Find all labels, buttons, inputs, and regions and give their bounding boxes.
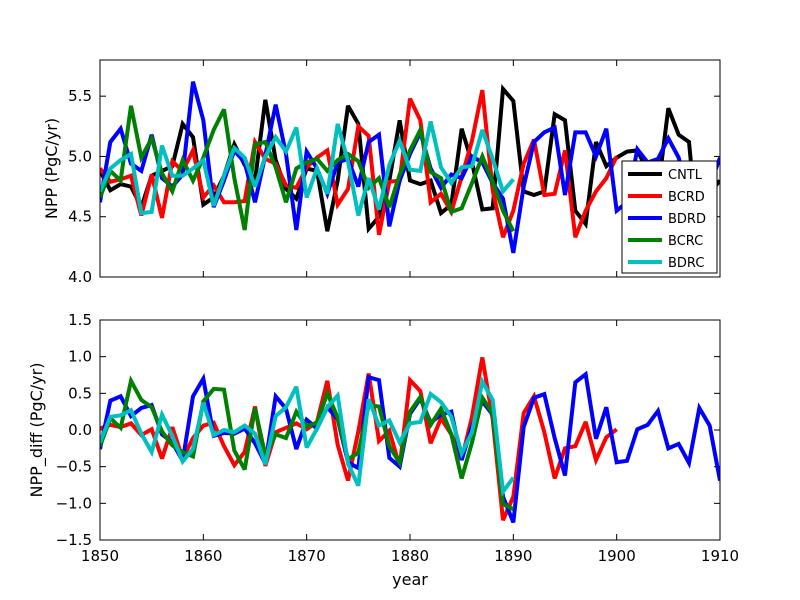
legend-label-bcrc: BCRC bbox=[668, 234, 703, 249]
top-panel: 4.0 4.5 5.0 5.5 NPP (PgC/yr) CNTL BCRD BDRD BC… bbox=[42, 59, 721, 286]
legend-label-cntl: CNTL bbox=[668, 168, 703, 183]
x-tick-label: 1850 bbox=[81, 547, 119, 565]
legend-label-bcrd: BCRD bbox=[668, 190, 705, 205]
bottom-y-axis-label: NPP_diff (PgC/yr) bbox=[27, 363, 47, 498]
legend-label-bdrd: BDRD bbox=[668, 212, 706, 227]
x-tick-label: 1880 bbox=[391, 547, 429, 565]
bottom-plot-area bbox=[100, 320, 720, 540]
bottom-plot-frame bbox=[99, 319, 721, 541]
bottom-series-bdrc-line bbox=[100, 375, 515, 497]
bottom-y-tick-label: 0.0 bbox=[68, 421, 92, 439]
top-y-tick-label: 5.5 bbox=[68, 87, 92, 105]
x-tick-label: 1900 bbox=[598, 547, 636, 565]
bottom-panel: −1.5 −1.0 −0.5 0.0 0.5 1.0 1.5 1850 1860 1870 1880… bbox=[27, 311, 739, 589]
x-tick-label: 1860 bbox=[184, 547, 222, 565]
top-series-bdrc-line bbox=[100, 121, 515, 217]
bottom-y-tick-label: −1.5 bbox=[56, 531, 92, 549]
top-y-tick-label: 4.0 bbox=[68, 268, 92, 286]
x-tick-label: 1870 bbox=[288, 547, 326, 565]
top-series-bcrc-line bbox=[100, 105, 516, 233]
x-tick-label: 1890 bbox=[494, 547, 532, 565]
bottom-series-bcrc-line bbox=[100, 375, 515, 511]
bottom-y-tick-label: 1.5 bbox=[68, 311, 92, 329]
legend: CNTL BCRD BDRD BCRC BDRC bbox=[621, 160, 718, 274]
bottom-y-tick-label: −1.0 bbox=[56, 494, 92, 512]
top-y-tick-label: 5.0 bbox=[68, 147, 92, 165]
x-tick-label: 1910 bbox=[701, 547, 739, 565]
top-y-axis-label: NPP (PgC/yr) bbox=[42, 118, 61, 219]
legend-label-bdrc: BDRC bbox=[668, 256, 704, 271]
x-axis-label: year bbox=[392, 570, 428, 589]
top-y-tick-label: 4.5 bbox=[68, 208, 92, 226]
top-plot-frame bbox=[99, 59, 721, 278]
bottom-y-tick-label: 0.5 bbox=[68, 384, 92, 402]
bottom-y-tick-label: 1.0 bbox=[68, 348, 92, 366]
bottom-y-tick-label: −0.5 bbox=[56, 458, 92, 476]
